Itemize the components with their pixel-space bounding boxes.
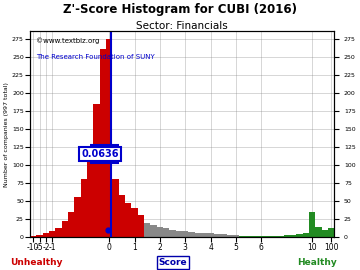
Bar [201, 234, 207, 237]
Bar [112, 179, 119, 237]
Bar [144, 223, 150, 237]
Bar [182, 231, 189, 237]
Bar [265, 236, 271, 237]
Bar [290, 235, 296, 237]
Bar [157, 227, 163, 237]
Text: Z'-Score Histogram for CUBI (2016): Z'-Score Histogram for CUBI (2016) [63, 3, 297, 16]
Bar [131, 208, 138, 237]
Bar [302, 234, 309, 237]
Bar [214, 234, 220, 237]
Bar [195, 233, 201, 237]
Bar [138, 215, 144, 237]
Text: 0.0636: 0.0636 [81, 149, 118, 159]
Bar [150, 225, 157, 237]
Bar [170, 230, 176, 237]
Bar [55, 228, 62, 237]
Bar [176, 231, 182, 237]
Bar [100, 49, 106, 237]
Bar [87, 150, 94, 237]
Bar [252, 236, 258, 237]
Text: Unhealthy: Unhealthy [10, 258, 62, 267]
Bar [246, 236, 252, 237]
Bar [321, 230, 328, 237]
Bar [271, 236, 277, 237]
Bar [309, 212, 315, 237]
Bar [68, 212, 75, 237]
Bar [315, 227, 321, 237]
Bar [43, 234, 49, 237]
Bar [94, 103, 100, 237]
Bar [163, 228, 170, 237]
Bar [233, 235, 239, 237]
Text: ©www.textbiz.org: ©www.textbiz.org [36, 38, 99, 44]
Bar [226, 235, 233, 237]
Bar [81, 179, 87, 237]
Bar [125, 203, 131, 237]
Bar [75, 197, 81, 237]
Text: Healthy: Healthy [297, 258, 337, 267]
Text: Score: Score [158, 258, 187, 267]
Bar [328, 228, 334, 237]
Bar [189, 232, 195, 237]
Bar [30, 236, 36, 237]
Bar [284, 235, 290, 237]
Bar [36, 235, 43, 237]
Bar [277, 236, 284, 237]
Bar [239, 236, 246, 237]
Bar [119, 195, 125, 237]
Bar [62, 221, 68, 237]
Text: The Research Foundation of SUNY: The Research Foundation of SUNY [36, 54, 155, 60]
Y-axis label: Number of companies (997 total): Number of companies (997 total) [4, 82, 9, 187]
Bar [258, 236, 265, 237]
Title: Sector: Financials: Sector: Financials [136, 21, 228, 31]
Bar [296, 234, 302, 237]
Bar [49, 231, 55, 237]
Bar [220, 234, 226, 237]
Bar [207, 234, 214, 237]
Bar [106, 39, 112, 237]
